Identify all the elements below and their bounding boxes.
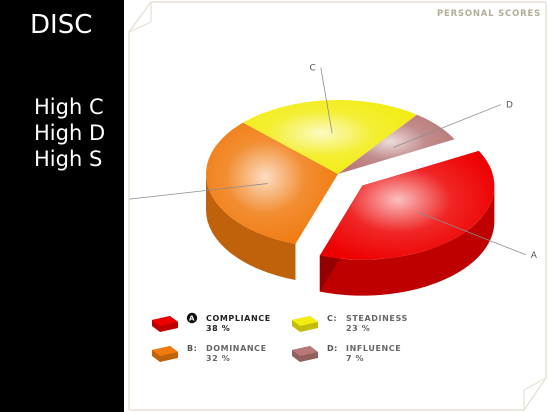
legend-key-a: A [189,315,195,323]
legend-swatch-b [152,346,178,356]
callout-label-d: D [506,101,513,111]
callout-line-c [320,67,333,134]
pie-slice-highlight-c [243,99,418,174]
callout-line-b [129,183,268,200]
legend-swatch-c [292,316,318,326]
callout-line-a [417,211,526,256]
pie-side-a [319,185,495,296]
callout-label-a: A [531,251,538,261]
pie-side-b [206,174,296,281]
legend-value-d: 7 % [346,354,364,363]
sidebar-list: High C High D High S [34,94,105,172]
sidebar-title: DISC [30,10,93,40]
legend-key-c: C: [327,314,337,323]
pie-tops [206,99,495,260]
legend-key-d: D: [327,344,338,353]
legend-label-c: STEADINESS [346,314,408,323]
legend-label-a: COMPLIANCE [206,314,271,323]
callout-label-c: C [309,64,315,74]
legend-label-b: DOMINANCE [206,344,267,353]
legend-value-a: 38 % [206,324,230,333]
legend-key-b: B: [187,344,197,353]
legend-swatch-d [292,346,318,356]
pie-slice-highlight-d [338,114,455,174]
legend-key-badge [186,312,198,324]
pie-slice-highlight-a [319,150,495,260]
sidebar-item: High C [34,95,104,119]
callout-line-d [392,104,502,148]
chart-title: PERSONAL SCORES [437,9,541,19]
legend-value-b: 32 % [206,354,230,363]
sidebar-item: High D [34,121,106,145]
legend-value-c: 23 % [346,324,370,333]
panel-frame [128,1,547,411]
sidebar: DISC High C High D High S [0,0,124,412]
pie-callouts: ABCD [124,64,538,261]
legend-label-d: INFLUENCE [346,344,401,353]
pie-slice-highlight-b [206,122,338,245]
sidebar-item: High S [34,147,103,171]
legend-swatch-a [152,316,178,326]
